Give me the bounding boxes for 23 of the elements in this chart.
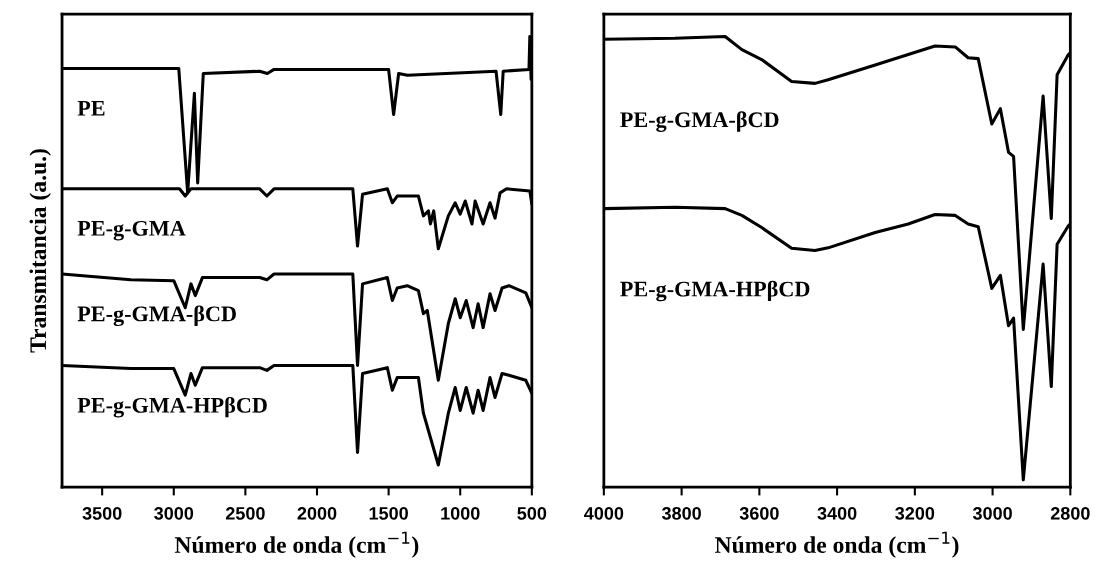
series-label: PE bbox=[77, 100, 105, 116]
x-tick-label: 3000 bbox=[972, 506, 1012, 520]
x-axis-title: Número de onda (cm$^{−1}$) bbox=[174, 531, 419, 558]
x-tick-label: 500 bbox=[517, 506, 547, 520]
series-label: PE-g-GMA bbox=[77, 220, 186, 241]
series-label: PE-g-GMA-HPβCD bbox=[620, 280, 810, 302]
x-tick-label: 3400 bbox=[817, 506, 857, 520]
x-tick-label: 2000 bbox=[297, 506, 337, 520]
series-label: PE-g-GMA-βCD bbox=[77, 305, 236, 327]
x-tick-label: 1000 bbox=[441, 506, 480, 520]
x-tick-label: 3800 bbox=[661, 506, 701, 520]
x-axis-title: Número de onda (cm$^{−1}$) bbox=[715, 531, 959, 558]
x-tick-label: 3600 bbox=[739, 506, 779, 520]
series-label: PE-g-GMA-βCD bbox=[620, 111, 779, 132]
x-tick-label: 2500 bbox=[225, 506, 265, 520]
x-tick-label: 2800 bbox=[1050, 506, 1090, 520]
x-tick-label: 3500 bbox=[82, 506, 122, 520]
y-axis-title: Transmitancia (a.u.) bbox=[29, 149, 51, 353]
x-tick-label: 3000 bbox=[154, 506, 194, 520]
x-tick-label: 3200 bbox=[895, 506, 935, 520]
x-tick-label: 1500 bbox=[369, 506, 408, 520]
x-tick-label: 4000 bbox=[584, 506, 624, 520]
series-label: PE-g-GMA-HPβCD bbox=[77, 396, 267, 418]
